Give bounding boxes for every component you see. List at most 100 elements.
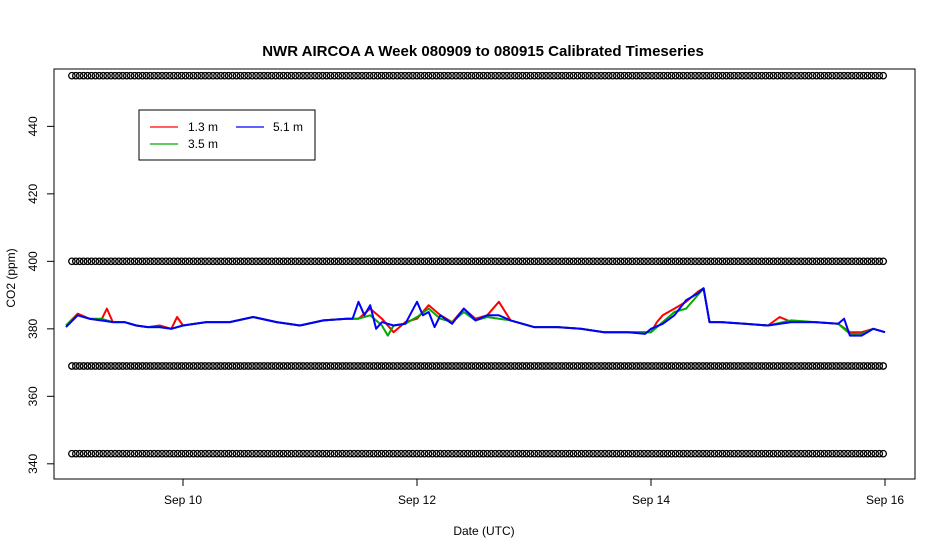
marker-2-74 [358, 362, 366, 370]
marker-3-172 [742, 449, 750, 458]
marker-1-102 [467, 257, 476, 266]
marker-3-20 [146, 449, 155, 458]
marker-2-58 [295, 362, 304, 370]
marker-3-8 [99, 449, 108, 458]
marker-0-78 [373, 71, 382, 80]
marker-1-70 [342, 257, 351, 266]
marker-2-43 [236, 362, 245, 370]
marker-1-184 [789, 257, 797, 266]
marker-2-149 [652, 362, 660, 370]
marker-0-67 [330, 71, 339, 80]
marker-2-127 [565, 362, 574, 370]
marker-2-19 [142, 362, 151, 370]
marker-0-148 [648, 71, 656, 80]
marker-2-111 [503, 362, 511, 370]
marker-2-134 [593, 362, 601, 370]
marker-3-38 [216, 449, 225, 458]
marker-0-206 [875, 71, 884, 80]
marker-1-43 [236, 257, 245, 266]
marker-0-129 [573, 71, 582, 80]
marker-0-154 [671, 71, 680, 80]
marker-1-38 [216, 257, 225, 266]
marker-2-30 [185, 362, 194, 370]
marker-0-84 [397, 71, 405, 80]
marker-0-117 [526, 71, 535, 80]
marker-0-193 [824, 71, 833, 80]
marker-3-193 [824, 449, 833, 458]
marker-3-0 [68, 449, 76, 458]
marker-3-92 [428, 449, 437, 458]
marker-0-116 [522, 71, 531, 80]
marker-3-114 [514, 449, 523, 458]
marker-1-169 [730, 257, 739, 266]
marker-2-31 [189, 362, 198, 370]
marker-1-26 [169, 257, 178, 266]
series-lines [65, 287, 886, 337]
y-tick-label-4: 420 [26, 184, 40, 204]
marker-0-83 [393, 71, 402, 80]
marker-2-91 [424, 362, 433, 370]
marker-0-180 [773, 71, 782, 80]
marker-0-191 [816, 71, 825, 80]
marker-3-58 [295, 449, 304, 458]
marker-1-147 [644, 257, 652, 266]
marker-1-51 [267, 257, 276, 266]
marker-1-152 [663, 257, 672, 266]
marker-3-68 [334, 449, 343, 458]
marker-0-72 [350, 71, 358, 80]
x-axis: Sep 10 Sep 12 Sep 14 Sep 16 [164, 479, 904, 507]
marker-3-106 [483, 449, 492, 458]
marker-0-184 [789, 71, 797, 80]
marker-1-44 [240, 257, 249, 266]
marker-0-45 [244, 71, 253, 80]
marker-0-142 [624, 71, 633, 80]
marker-1-130 [577, 257, 586, 266]
marker-3-202 [859, 449, 868, 458]
marker-3-3 [79, 449, 88, 458]
marker-3-145 [636, 449, 645, 458]
marker-0-181 [777, 71, 786, 80]
marker-2-142 [624, 362, 633, 370]
marker-2-144 [632, 362, 641, 370]
marker-2-48 [256, 362, 264, 370]
marker-2-114 [514, 362, 523, 370]
marker-1-127 [565, 257, 574, 266]
marker-0-103 [471, 71, 480, 80]
marker-2-147 [644, 362, 652, 370]
marker-2-39 [220, 362, 229, 370]
marker-2-84 [397, 362, 405, 370]
marker-2-104 [475, 362, 484, 370]
marker-0-69 [338, 71, 347, 80]
marker-3-123 [550, 449, 558, 458]
marker-0-173 [746, 71, 754, 80]
marker-3-78 [373, 449, 382, 458]
marker-2-70 [342, 362, 351, 370]
marker-1-204 [867, 257, 876, 266]
marker-0-155 [675, 71, 684, 80]
marker-3-80 [381, 449, 390, 458]
marker-0-81 [385, 71, 394, 80]
marker-1-37 [213, 257, 221, 266]
marker-3-15 [126, 449, 135, 458]
marker-3-151 [659, 449, 668, 458]
marker-3-130 [577, 449, 586, 458]
marker-0-130 [577, 71, 586, 80]
marker-3-134 [593, 449, 601, 458]
marker-1-176 [757, 257, 766, 266]
marker-0-35 [205, 71, 213, 80]
marker-1-205 [871, 257, 880, 266]
marker-3-79 [377, 449, 386, 458]
marker-1-133 [589, 257, 597, 266]
marker-0-170 [734, 71, 743, 80]
marker-3-174 [749, 449, 758, 458]
marker-3-204 [867, 449, 876, 458]
marker-0-175 [753, 71, 762, 80]
marker-1-10 [107, 257, 115, 266]
marker-1-187 [800, 257, 809, 266]
marker-3-116 [522, 449, 531, 458]
marker-2-29 [181, 362, 190, 370]
marker-2-116 [522, 362, 531, 370]
marker-1-170 [734, 257, 743, 266]
marker-1-30 [185, 257, 194, 266]
marker-0-12 [115, 71, 123, 80]
